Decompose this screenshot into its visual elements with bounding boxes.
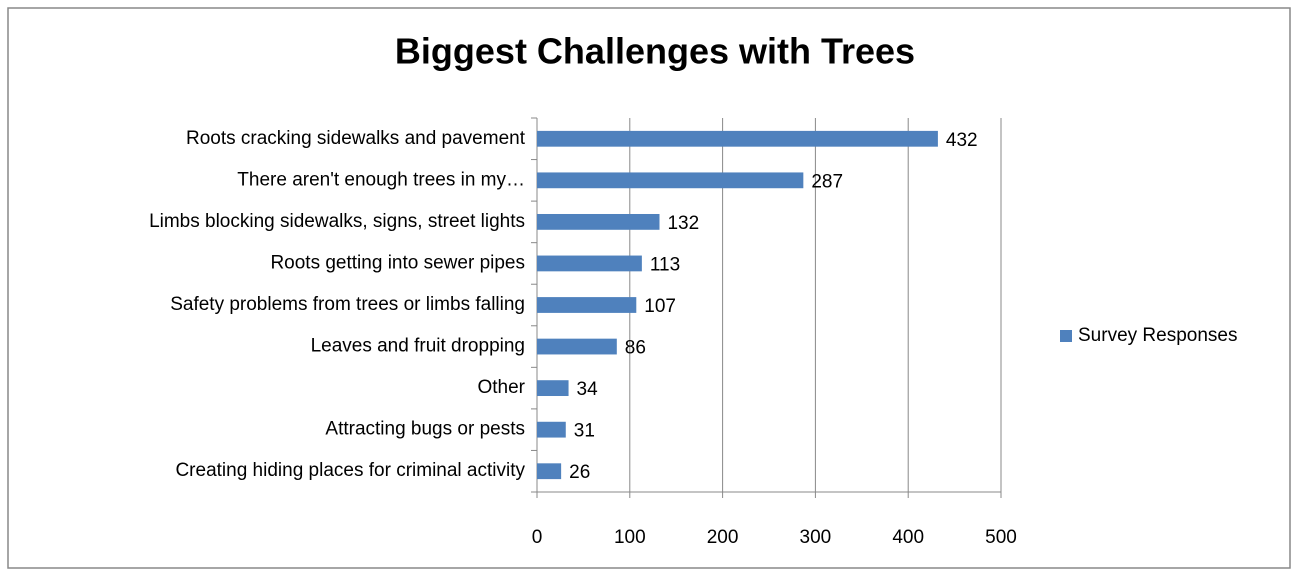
data-label: 107 — [644, 296, 676, 317]
x-tick-label: 0 — [532, 527, 543, 548]
bar — [537, 172, 804, 189]
y-tick-label: Safety problems from trees or limbs fall… — [170, 294, 525, 315]
data-label: 26 — [569, 462, 590, 483]
data-label: 31 — [574, 421, 595, 442]
x-tick-label: 200 — [707, 527, 739, 548]
x-tick-label: 100 — [614, 527, 646, 548]
legend-swatch — [1060, 330, 1072, 342]
data-label: 34 — [577, 379, 599, 400]
y-tick-label: Attracting bugs or pests — [325, 419, 525, 440]
data-label: 287 — [811, 171, 843, 192]
y-tick-label: Roots cracking sidewalks and pavement — [186, 128, 526, 149]
bar — [537, 463, 562, 480]
bar — [537, 297, 637, 313]
x-tick-label: 300 — [800, 527, 832, 548]
bar — [537, 421, 566, 438]
y-tick-label: Other — [477, 377, 525, 398]
bar — [537, 255, 642, 272]
data-label: 113 — [650, 254, 680, 275]
data-label: 432 — [946, 130, 978, 151]
chart-title: Biggest Challenges with Trees — [395, 31, 915, 72]
x-tick-label: 400 — [892, 527, 924, 548]
y-tick-label: Creating hiding places for criminal acti… — [175, 460, 525, 481]
legend-label: Survey Responses — [1078, 325, 1237, 346]
y-tick-label: There aren't enough trees in my… — [237, 169, 525, 190]
y-tick-label: Roots getting into sewer pipes — [270, 252, 525, 273]
data-label: 132 — [667, 213, 699, 234]
bar — [537, 130, 938, 147]
bar — [537, 380, 569, 397]
chart-border — [7, 7, 1291, 569]
y-tick-label: Limbs blocking sidewalks, signs, street … — [149, 211, 525, 232]
bar — [537, 338, 617, 355]
data-label: 86 — [625, 338, 646, 359]
y-tick-label: Leaves and fruit dropping — [311, 336, 525, 357]
bar — [537, 213, 660, 230]
x-tick-label: 500 — [985, 527, 1017, 548]
